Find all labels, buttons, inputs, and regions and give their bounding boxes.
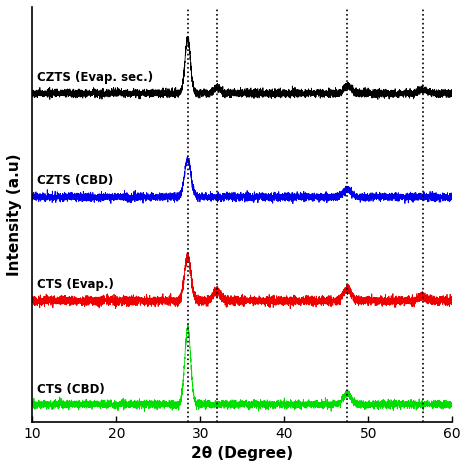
Y-axis label: Intensity (a.u): Intensity (a.u)	[7, 153, 22, 276]
X-axis label: 2θ (Degree): 2θ (Degree)	[191, 446, 293, 461]
Text: CZTS (CBD): CZTS (CBD)	[37, 175, 113, 187]
Text: CZTS (Evap. sec.): CZTS (Evap. sec.)	[37, 71, 153, 84]
Text: CTS (Evap.): CTS (Evap.)	[37, 278, 113, 291]
Text: CTS (CBD): CTS (CBD)	[37, 383, 104, 396]
